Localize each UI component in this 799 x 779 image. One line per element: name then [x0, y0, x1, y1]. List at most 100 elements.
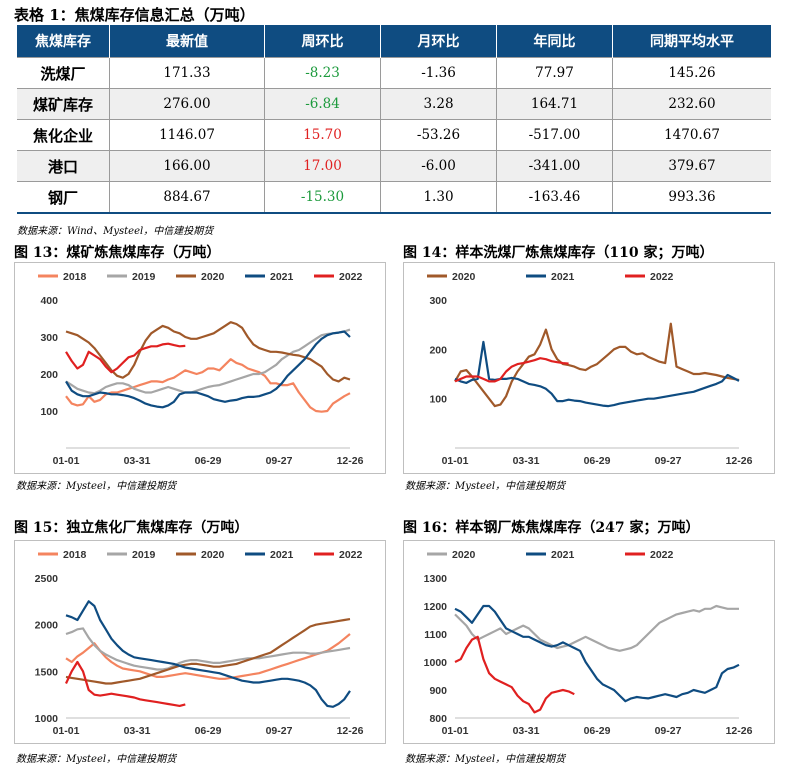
chart-15-source: 数据来源：Mysteel，中信建投期货	[16, 754, 177, 765]
cell-wow: 17.00	[264, 150, 381, 182]
chart-svg: 2018 2019 2020 2021 2022 1000 1500 2000 2500 01-0…	[14, 540, 386, 744]
y-tick-label: 800	[429, 713, 447, 725]
chart-14: 2020 2021 2022 100 200 300 01-01 03-31 06-29 09-2…	[403, 262, 775, 474]
y-tick-label: 1000	[35, 713, 59, 725]
cell-latest: 1146.07	[109, 119, 265, 151]
y-tick-label: 200	[429, 344, 447, 356]
y-tick-label: 200	[40, 369, 58, 381]
cell-latest: 171.33	[109, 57, 265, 89]
header-cell: 周环比	[264, 25, 381, 58]
x-tick-label: 03-31	[513, 455, 540, 467]
series-line-2020	[454, 322, 740, 408]
x-tick-label: 03-31	[124, 725, 151, 737]
chart-legend: 2018 2019 2020 2021 2022	[38, 271, 363, 283]
legend-label: 2021	[551, 549, 575, 561]
table-source: 数据来源：Wind、Mysteel，中信建投期货	[17, 226, 214, 237]
series-line-2018	[65, 633, 351, 680]
chart-16: 2020 2021 2022 800 900 1000 1100 1200 1300 01-01 0…	[403, 540, 775, 744]
y-tick-label: 400	[40, 295, 58, 307]
series-line-2021	[454, 604, 740, 703]
y-tick-label: 1200	[424, 601, 448, 613]
row-name: 港口	[17, 150, 110, 182]
cell-avg: 232.60	[612, 88, 771, 120]
cell-avg: 379.67	[612, 150, 771, 182]
chart-13-title: 图 13：煤矿炼焦煤库存（万吨）	[14, 245, 221, 261]
chart-15-title: 图 15：独立焦化厂焦煤库存（万吨）	[14, 520, 249, 536]
legend-label: 2022	[339, 271, 363, 283]
y-tick-label: 1100	[424, 629, 447, 641]
x-tick-label: 03-31	[124, 455, 151, 467]
chart-legend: 2020 2021 2022	[427, 271, 674, 283]
x-tick-label: 06-29	[584, 725, 611, 737]
legend-label: 2020	[201, 549, 225, 561]
chart-14-title: 图 14：样本洗煤厂炼焦煤库存（110 家；万吨）	[403, 245, 714, 261]
y-tick-label: 2500	[35, 573, 59, 585]
x-tick-label: 01-01	[442, 725, 469, 737]
summary-table: 焦煤库存 最新值 周环比 月环比 年同比 同期平均水平 洗煤厂 171.33 -…	[17, 25, 771, 214]
cell-mom: 1.30	[380, 181, 497, 214]
chart-frame	[403, 262, 775, 474]
legend-label: 2021	[270, 549, 294, 561]
y-tick-label: 100	[429, 394, 447, 406]
cell-yoy: 77.97	[496, 57, 613, 89]
chart-frame	[14, 262, 386, 474]
cell-mom: -6.00	[380, 150, 497, 182]
cell-avg: 993.36	[612, 181, 771, 214]
y-tick-label: 1000	[424, 657, 448, 669]
table-row: 港口 166.00 17.00 -6.00 -341.00 379.67	[17, 150, 771, 182]
x-tick-label: 09-27	[655, 725, 682, 737]
x-tick-label: 01-01	[53, 725, 80, 737]
legend-label: 2022	[650, 549, 674, 561]
legend-label: 2019	[132, 271, 156, 283]
series-line-2022	[65, 342, 186, 374]
cell-yoy: -341.00	[496, 150, 613, 182]
chart-legend: 2020 2021 2022	[427, 549, 674, 561]
table-row: 钢厂 884.67 -15.30 1.30 -163.46 993.36	[17, 181, 771, 214]
cell-mom: -53.26	[380, 119, 497, 151]
row-name: 钢厂	[17, 181, 110, 214]
legend-label: 2018	[63, 549, 87, 561]
series-line-2021	[65, 330, 351, 409]
legend-label: 2022	[339, 549, 363, 561]
chart-15: 2018 2019 2020 2021 2022 1000 1500 2000 2500 01-0…	[14, 540, 386, 744]
x-tick-label: 06-29	[195, 455, 222, 467]
series-line-2020	[65, 321, 351, 383]
series-line-2019	[65, 328, 351, 395]
series-line-2021	[65, 600, 351, 708]
cell-mom: -1.36	[380, 57, 497, 89]
chart-svg: 2020 2021 2022 100 200 300 01-01 03-31 06-29 09-2…	[403, 262, 775, 474]
cell-wow: 15.70	[264, 119, 381, 151]
table-row: 煤矿库存 276.00 -6.84 3.28 164.71 232.60	[17, 88, 771, 120]
legend-label: 2020	[201, 271, 225, 283]
chart-14-source: 数据来源：Mysteel，中信建投期货	[405, 481, 566, 492]
y-tick-label: 1300	[424, 573, 448, 585]
y-tick-label: 300	[40, 332, 58, 344]
cell-wow: -15.30	[264, 181, 381, 214]
table-title: 表格 1：焦煤库存信息汇总（万吨）	[14, 6, 255, 24]
chart-frame	[403, 540, 775, 744]
x-tick-label: 01-01	[442, 455, 469, 467]
cell-mom: 3.28	[380, 88, 497, 120]
header-cell: 同期平均水平	[612, 25, 771, 58]
x-tick-label: 09-27	[655, 455, 682, 467]
x-tick-label: 06-29	[584, 455, 611, 467]
chart-svg: 2020 2021 2022 800 900 1000 1100 1200 1300 01-01 0…	[403, 540, 775, 744]
x-tick-label: 09-27	[266, 455, 293, 467]
series-line-2022	[65, 660, 186, 707]
chart-13: 2018 2019 2020 2021 2022 100 200 300 400 01-01 03-…	[14, 262, 386, 474]
header-cell: 最新值	[109, 25, 265, 58]
table-row: 焦化企业 1146.07 15.70 -53.26 -517.00 1470.6…	[17, 119, 771, 151]
x-tick-label: 03-31	[513, 725, 540, 737]
table-row: 洗煤厂 171.33 -8.23 -1.36 77.97 145.26	[17, 57, 771, 89]
series-line-2019	[65, 627, 351, 671]
header-cell: 焦煤库存	[17, 25, 110, 58]
y-tick-label: 900	[429, 685, 447, 697]
chart-13-source: 数据来源：Mysteel，中信建投期货	[16, 481, 177, 492]
chart-legend: 2018 2019 2020 2021 2022	[38, 549, 363, 561]
x-tick-label: 01-01	[53, 455, 80, 467]
cell-yoy: 164.71	[496, 88, 613, 120]
row-name: 煤矿库存	[17, 88, 110, 120]
series-line-2020	[454, 604, 739, 652]
row-name: 焦化企业	[17, 119, 110, 151]
x-tick-label: 12-26	[337, 725, 364, 737]
